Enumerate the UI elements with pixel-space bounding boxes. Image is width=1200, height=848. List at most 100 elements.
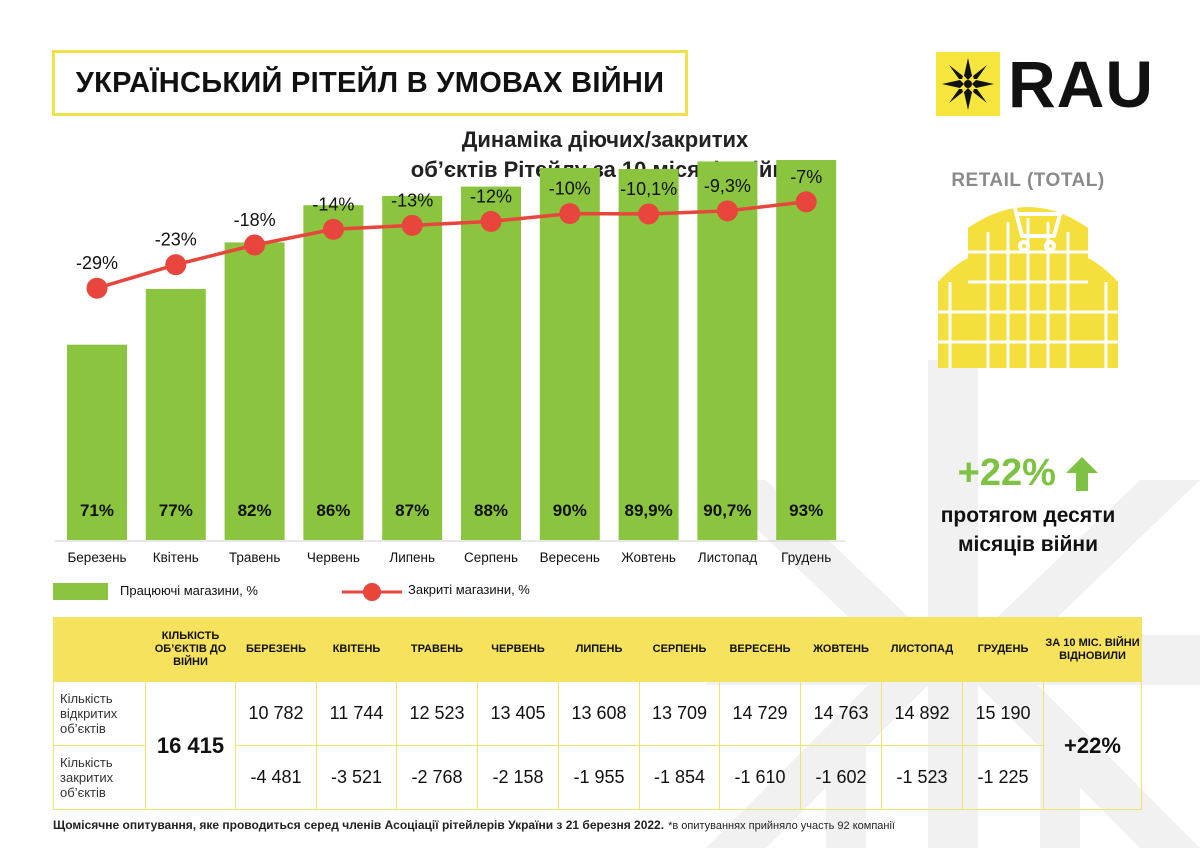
table-cell: -1 854 [639,745,720,810]
growth-description-line1: протягом десяти [940,504,1116,527]
growth-description: протягом десяти місяців війни [905,501,1151,559]
bar-label-8: 89,9% [624,501,672,520]
table-row: Кількість відкритих об’єктів 16 415 10 7… [53,681,1142,810]
table-cell: 12 523 [396,681,478,746]
footnote-small: *в опитуваннях прийняло участь 92 компан… [668,820,895,832]
table-cell: 14 729 [719,681,801,746]
table-header-cell: СЕРПЕНЬ [639,617,720,682]
table-cell: -1 523 [881,745,963,810]
line-point-7 [559,203,581,225]
line-point-9 [716,200,738,222]
table-cell: 13 405 [477,681,559,746]
table-cell: -1 602 [800,745,882,810]
bar-5 [382,195,443,540]
table-header-cell: ВЕРЕСЕНЬ [719,617,801,682]
x-tick-label-9: Листопад [698,550,758,565]
bar-label-10: 93% [789,501,823,520]
table-cell: 13 608 [558,681,640,746]
bar-label-1: 71% [80,501,114,520]
line-point-3 [244,234,266,256]
table-cell: -1 955 [558,745,640,810]
table-cell: -4 481 [235,745,317,810]
table-cell: 14 892 [881,681,963,746]
table-cell: -1 610 [719,745,801,810]
table-header-row: КІЛЬКІСТЬ ОБ’ЄКТІВ ДО ВІЙНИ БЕРЕЗЕНЬ КВІ… [53,617,1142,682]
x-tick-label-1: Березень [67,550,126,565]
bar-2 [145,288,206,540]
table-header-cell: БЕРЕЗЕНЬ [235,617,317,682]
table-row: Кількість закритих об’єктів -4 481 -3 52… [53,745,1142,810]
table-cell: 10 782 [235,681,317,746]
bar-label-4: 86% [316,501,350,520]
table-header-cell: КВІТЕНЬ [316,617,397,682]
line-point-2 [165,254,187,276]
table-cell: 14 763 [800,681,882,746]
bar-6 [461,186,521,540]
page-title: УКРАЇНСЬКИЙ РІТЕЙЛ В УМОВАХ ВІЙНИ [75,66,665,99]
bar-label-9: 90,7% [703,501,751,520]
bar-8 [618,168,679,540]
line-label-9: -9,3% [704,176,751,196]
table-header-cell: ГРУДЕНЬ [962,617,1044,682]
line-label-10: -7% [790,167,822,187]
x-tick-label-7: Вересень [540,550,600,565]
table-header-cell: ЛИСТОПАД [881,617,963,682]
x-tick-label-4: Червень [307,550,360,565]
growth-indicator: +22% [920,452,1136,495]
legend-line-label: Закриті магазини, % [408,582,530,597]
row-label-open: Кількість відкритих об’єктів [53,681,146,746]
bar-7 [539,168,600,540]
line-point-6 [480,210,502,232]
logo-text: RAU [1008,47,1154,121]
table-header-cell: ЖОВТЕНЬ [800,617,882,682]
line-label-6: -12% [470,186,512,206]
line-label-4: -14% [312,194,354,214]
line-label-1: -29% [76,253,118,273]
line-label-8: -10,1% [620,179,677,199]
retail-total-label: RETAIL (TOTAL) [951,170,1105,191]
legend-line-swatch [342,583,402,601]
building-icon [938,202,1118,368]
line-label-7: -10% [549,179,591,199]
table-cell: 15 190 [962,681,1044,746]
table-cell: 13 709 [639,681,720,746]
recovered-value: +22% [1043,681,1142,810]
table-cell: -3 521 [316,745,397,810]
page-title-box: УКРАЇНСЬКИЙ РІТЕЙЛ В УМОВАХ ВІЙНИ [52,50,688,116]
line-point-1 [86,277,108,299]
line-label-5: -13% [391,190,433,210]
rau-star-icon [936,52,1000,116]
rau-logo: RAU [936,47,1153,121]
bar-3 [224,242,285,540]
x-tick-label-10: Грудень [781,550,831,565]
data-table: КІЛЬКІСТЬ ОБ’ЄКТІВ ДО ВІЙНИ БЕРЕЗЕНЬ КВІ… [53,617,1142,810]
table-cell: 11 744 [316,681,397,746]
up-arrow-icon [1066,456,1099,491]
growth-value: +22% [957,452,1056,494]
footnote: Щомісячне опитування, яке проводиться се… [53,818,895,832]
footnote-main: Щомісячне опитування, яке проводиться се… [53,818,665,832]
legend-bar-label: Працюючі магазини, % [120,583,258,598]
bar-1 [67,344,127,540]
x-tick-label-2: Квітень [153,550,199,565]
bar-label-2: 77% [159,501,193,520]
line-point-10 [795,191,817,213]
bar-label-5: 87% [395,501,429,520]
line-point-5 [401,214,423,236]
shopping-cart-icon [1004,202,1062,252]
bar-label-3: 82% [238,501,272,520]
x-tick-label-3: Травень [229,550,281,565]
x-tick-label-8: Жовтень [621,550,676,565]
chart-subtitle-line1: Динаміка діючих/закритих [461,127,749,152]
table-header-cell: ЗА 10 МІС. ВІЙНИ ВІДНОВИЛИ [1043,617,1142,682]
line-point-4 [322,218,344,240]
growth-description-line2: місяців війни [957,533,1099,556]
bar-4 [303,205,364,540]
table-header-cell: КІЛЬКІСТЬ ОБ’ЄКТІВ ДО ВІЙНИ [145,617,236,682]
bar-label-7: 90% [553,501,587,520]
bar-10 [776,160,837,540]
table-header-cell [53,617,146,682]
table-header-cell: ЛИПЕНЬ [558,617,640,682]
line-label-2: -23% [155,230,197,250]
row-label-closed: Кількість закритих об’єктів [53,745,146,810]
